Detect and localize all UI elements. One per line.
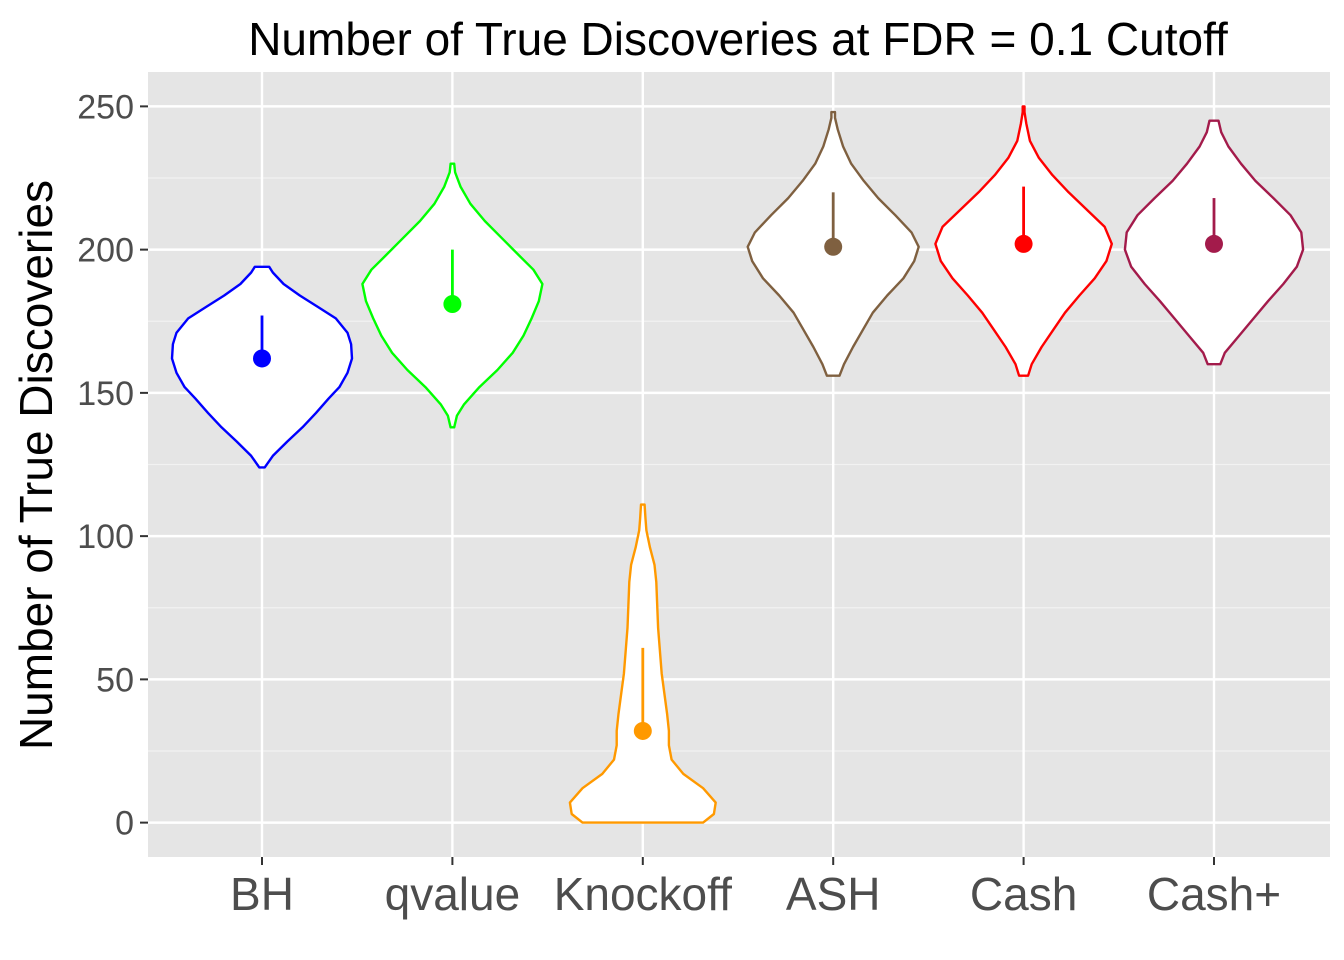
median-point [824,237,843,256]
median-point [443,295,462,314]
median-point [253,349,271,368]
y-axis: 0 50 100 150 200 250 [77,88,148,843]
x-tick-label: Cash+ [1147,868,1281,920]
y-tick-label: 150 [77,375,134,413]
violins [170,105,1305,824]
x-tick-label: qvalue [385,868,521,920]
y-tick-label: 100 [77,518,134,556]
x-axis: BH qvalue Knockoff ASH Cash Cash+ [230,857,1281,920]
x-tick-label: Cash [970,868,1077,920]
y-tick-label: 0 [115,805,134,843]
y-tick-label: 250 [77,88,134,126]
x-tick-label: BH [230,868,294,920]
chart-title: Number of True Discoveries at FDR = 0.1 … [248,13,1228,65]
median-point [1205,234,1223,253]
y-tick-label: 200 [77,232,134,270]
y-tick-label: 50 [96,661,134,699]
median-point [633,721,652,740]
x-tick-label: Knockoff [554,868,732,920]
y-axis-label: Number of True Discoveries [10,180,62,750]
x-tick-label: ASH [786,868,881,920]
median-point [1014,234,1033,253]
